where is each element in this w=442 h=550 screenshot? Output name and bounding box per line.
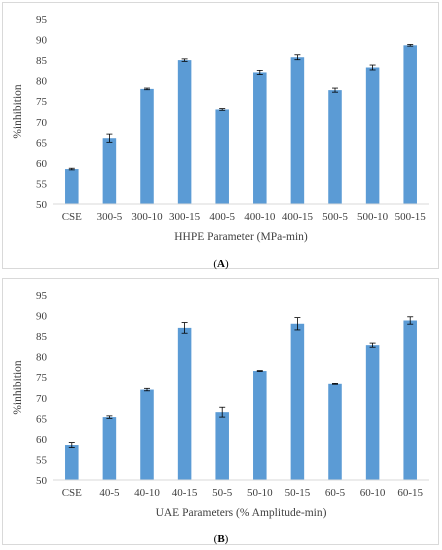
x-tick-label: 500-5 <box>322 211 348 223</box>
bar <box>365 67 380 204</box>
y-tick-label: 65 <box>36 413 48 425</box>
x-tick-label: 500-15 <box>395 211 427 223</box>
y-tick-label: 50 <box>36 475 48 487</box>
bar <box>290 57 305 204</box>
bar <box>328 383 342 480</box>
bar <box>253 72 267 204</box>
bar <box>65 169 79 204</box>
x-tick-label: 300-15 <box>169 211 201 223</box>
bar <box>140 88 154 204</box>
x-tick-label: 40-10 <box>134 487 160 499</box>
bar <box>215 412 229 480</box>
bar <box>215 109 229 204</box>
caption-b-label: B <box>217 533 225 545</box>
y-tick-label: 90 <box>36 35 48 47</box>
x-tick-label: 500-10 <box>357 211 389 223</box>
y-tick-label: 65 <box>36 137 48 149</box>
x-tick-label: CSE <box>62 211 82 223</box>
chart-panel-b: 50 55 60 65 70 75 80 85 90 95 CSE 40-5 40-10 40-15 50-… <box>2 278 439 545</box>
y-tick-label: 80 <box>36 352 48 364</box>
bar <box>365 345 380 480</box>
bar <box>253 371 267 480</box>
x-tick-label: 50-15 <box>285 487 311 499</box>
y-tick-label: 85 <box>36 55 48 67</box>
x-tick-label: 50-10 <box>247 487 273 499</box>
bar <box>65 445 79 480</box>
y-tick-label: 60 <box>36 158 48 170</box>
y-tick-label: 55 <box>36 454 48 466</box>
y-tick-label: 60 <box>36 434 48 446</box>
caption-b: (B) <box>213 533 229 545</box>
x-tick-label: 50-5 <box>212 487 233 499</box>
chart-panel-a: 50 55 60 65 70 75 80 85 90 95 CSE 300-5 300-10 300-15… <box>2 2 439 269</box>
x-tick-label: 60-5 <box>325 487 346 499</box>
x-tick-label: 300-10 <box>131 211 163 223</box>
caption-a-label: A <box>217 258 225 270</box>
x-tick-label: 40-5 <box>99 487 120 499</box>
caption-a: (A) <box>213 258 229 270</box>
bar <box>102 138 117 204</box>
bar <box>328 90 342 204</box>
y-axis-label: %inhibition <box>12 360 24 415</box>
x-tick-label: 400-5 <box>209 211 235 223</box>
bar <box>403 45 417 204</box>
y-tick-label: 90 <box>36 311 48 323</box>
y-tick-label: 55 <box>36 178 48 190</box>
x-tick-label: 40-15 <box>172 487 198 499</box>
y-tick-label: 95 <box>36 290 48 302</box>
x-tick-label: 300-5 <box>97 211 123 223</box>
x-tick-label: 400-15 <box>282 211 314 223</box>
y-tick-label: 80 <box>36 76 48 88</box>
bar <box>102 417 117 480</box>
bar <box>290 323 305 480</box>
y-tick-label: 50 <box>36 199 48 211</box>
y-tick-label: 70 <box>36 117 48 129</box>
y-tick-label: 75 <box>36 372 48 384</box>
chart-a-svg: 50 55 60 65 70 75 80 85 90 95 CSE 300-5 300-10 300-15… <box>12 14 429 243</box>
bar <box>177 60 192 204</box>
bar <box>177 327 192 480</box>
y-tick-label: 75 <box>36 96 48 108</box>
y-tick-label: 85 <box>36 331 48 343</box>
chart-b-svg: 50 55 60 65 70 75 80 85 90 95 CSE 40-5 40-10 40-15 50-… <box>12 290 429 519</box>
x-axis-label: HHPE Parameter (MPa-min) <box>174 231 308 243</box>
x-tick-label: 60-10 <box>360 487 386 499</box>
bar <box>403 320 417 480</box>
x-tick-label: 400-10 <box>244 211 276 223</box>
y-tick-label: 70 <box>36 393 48 405</box>
bar <box>140 389 154 480</box>
x-tick-label: 60-15 <box>397 487 423 499</box>
y-axis-label: %inhibition <box>12 84 24 139</box>
x-tick-label: CSE <box>62 487 82 499</box>
x-axis-label: UAE Parameters (% Amplitude-min) <box>156 507 327 519</box>
y-tick-label: 95 <box>36 14 48 26</box>
